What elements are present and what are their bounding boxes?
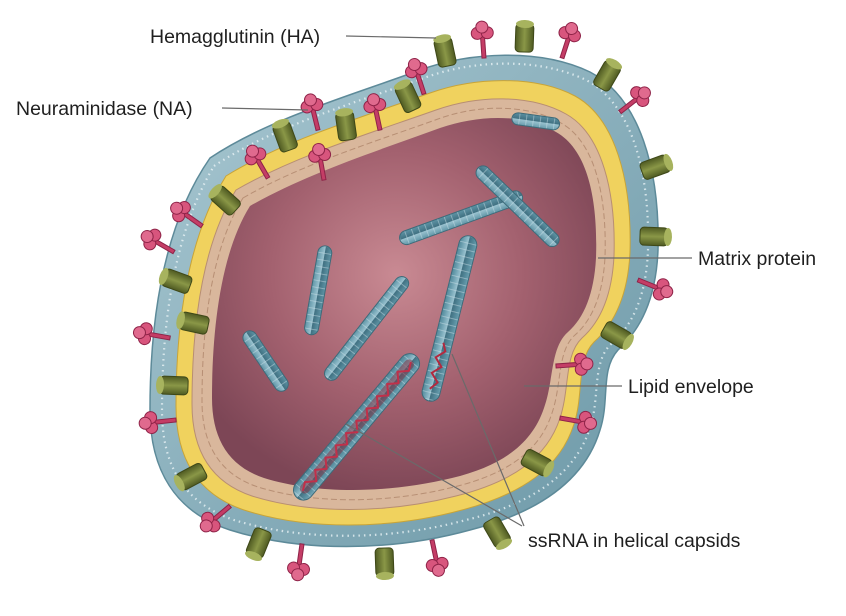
leader-ssrna-1 (345, 423, 523, 527)
na-spike (363, 93, 387, 132)
label-ssrna: ssRNA in helical capsids (528, 530, 741, 552)
na-spike (287, 543, 310, 582)
leader-lines (221, 35, 692, 527)
na-spike (140, 228, 176, 255)
na-spike (138, 411, 177, 435)
na-spike (555, 352, 594, 376)
helical-capsids (242, 112, 561, 501)
na-spike (170, 201, 204, 229)
na-spike (132, 322, 171, 346)
matrix-texture (201, 107, 606, 501)
ha-spike (393, 79, 422, 113)
na-spike (199, 503, 232, 533)
na-spike (300, 93, 324, 132)
na-spike (405, 58, 428, 96)
label-matrix-protein: Matrix protein (698, 248, 816, 270)
ha-spike (176, 311, 210, 335)
capsid (324, 276, 410, 381)
na-spike (558, 22, 581, 60)
ha-spike (600, 321, 634, 351)
capsid-open (293, 353, 421, 501)
na-spike (244, 144, 271, 180)
capsid (399, 190, 524, 246)
na-spike (470, 20, 494, 59)
ha-spike (245, 527, 272, 561)
na-spike (559, 410, 598, 434)
capsid (475, 165, 560, 248)
ha-spike (173, 462, 208, 492)
ha-spike (433, 34, 457, 68)
ha-spike (208, 184, 241, 216)
hemagglutinin-spikes (156, 20, 674, 580)
ha-spike (520, 448, 555, 478)
ha-spike (639, 153, 674, 180)
capsid (242, 330, 289, 392)
neuraminidase-spikes (132, 20, 674, 582)
label-hemagglutinin: Hemagglutinin (HA) (150, 26, 320, 48)
leader-ssrna-2 (451, 353, 525, 527)
ha-spike (593, 58, 623, 92)
label-neuraminidase: Neuraminidase (NA) (16, 98, 193, 120)
na-spike (425, 538, 449, 577)
rna-strand (301, 361, 412, 492)
virion-body (149, 54, 659, 548)
outer-beads (160, 62, 650, 537)
ha-spike (271, 118, 298, 153)
ha-spike (514, 20, 535, 53)
ha-spike (158, 267, 193, 294)
label-lipid-envelope: Lipid envelope (628, 376, 754, 398)
na-spike (618, 86, 651, 115)
ha-spike (483, 516, 513, 550)
capsid-open (421, 235, 478, 402)
capsid (511, 112, 561, 131)
capsid (304, 245, 333, 336)
na-spike (308, 142, 332, 181)
ha-spike (335, 108, 357, 142)
leader-hemagglutinin (345, 35, 437, 39)
ha-spike (639, 226, 672, 247)
leader-neuraminidase (221, 107, 309, 111)
ha-spike (374, 547, 395, 580)
na-spike (636, 277, 674, 301)
ha-spike (156, 375, 189, 396)
